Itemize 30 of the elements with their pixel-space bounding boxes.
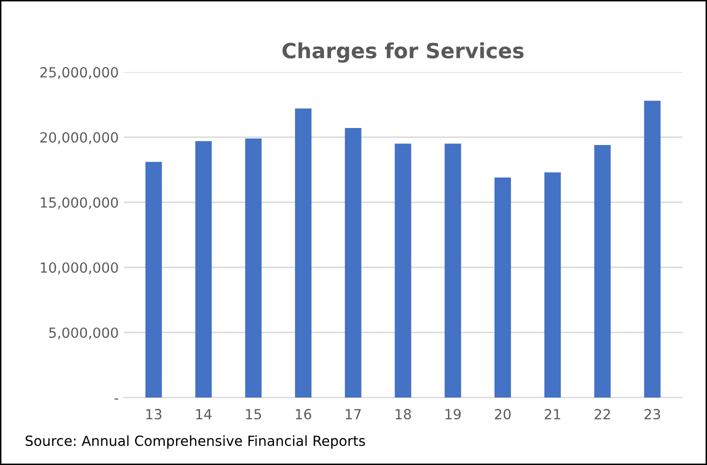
x-tick-label: 21 (544, 408, 560, 420)
x-tick-label: 16 (296, 408, 312, 420)
y-tick-label: 5,000,000 (49, 327, 118, 340)
bar (544, 172, 561, 398)
y-tick-label: - (114, 398, 118, 400)
bar (594, 144, 611, 398)
y-tick-label: 20,000,000 (40, 132, 118, 144)
x-tick-label: 23 (644, 408, 660, 420)
x-tick-label: 17 (346, 409, 361, 420)
x-tick-label: 15 (246, 409, 262, 420)
bar (145, 162, 162, 398)
bar (494, 178, 511, 398)
bar (394, 144, 412, 398)
x-tick-label: 18 (396, 408, 411, 420)
bar (295, 108, 312, 398)
bar (195, 141, 212, 398)
chart-title: Charges for Services (282, 42, 524, 63)
bar (344, 128, 362, 398)
x-tick-label: 22 (594, 408, 610, 420)
x-tick-label: 14 (196, 409, 212, 420)
source-note: Source: Annual Comprehensive Financial Reports (26, 435, 365, 449)
bar (644, 100, 661, 398)
bar (444, 144, 462, 398)
x-tick-label: 13 (146, 408, 162, 420)
x-tick-label: 19 (446, 408, 461, 420)
y-tick-label: 25,000,000 (40, 67, 118, 79)
bar (245, 138, 262, 398)
x-tick-label: 20 (494, 408, 511, 420)
y-tick-label: 10,000,000 (40, 262, 118, 274)
y-tick-label: 15,000,000 (40, 197, 118, 210)
